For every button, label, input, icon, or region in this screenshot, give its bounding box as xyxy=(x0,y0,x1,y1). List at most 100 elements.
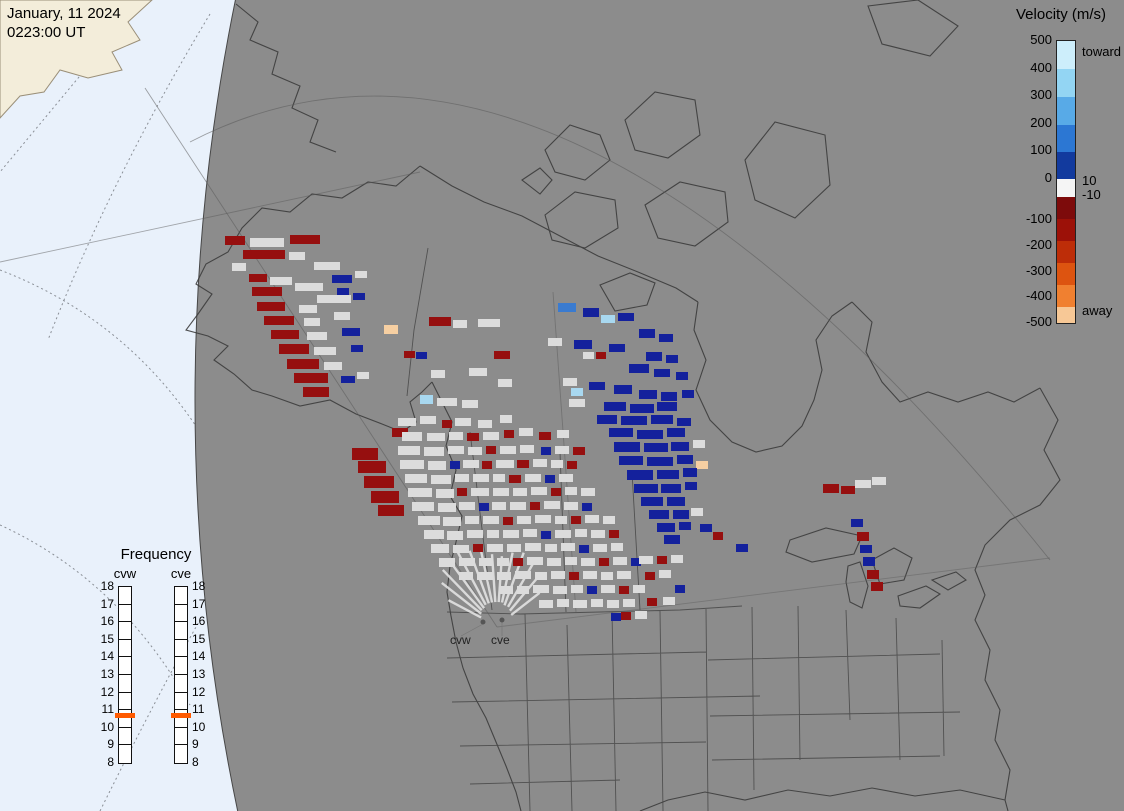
velocity-cell xyxy=(607,600,619,608)
fov-line-upper xyxy=(0,171,421,263)
velocity-cell xyxy=(637,430,663,439)
graticule-line xyxy=(47,13,211,341)
velocity-cell xyxy=(571,516,581,524)
velocity-cell xyxy=(424,447,444,456)
colorbar-segment xyxy=(1057,69,1075,97)
velocity-cell xyxy=(589,382,605,390)
colorbar-tick-label: 100 xyxy=(1030,142,1052,157)
colorbar-tick-label: away xyxy=(1082,303,1113,318)
frequency-tick-label: 16 xyxy=(100,614,114,629)
velocity-cell xyxy=(627,470,653,480)
velocity-cell xyxy=(400,460,424,469)
velocity-cell xyxy=(736,544,748,552)
frequency-tick-label: 14 xyxy=(192,649,206,664)
velocity-cell xyxy=(517,460,529,468)
velocity-cell xyxy=(392,428,408,437)
velocity-cell xyxy=(270,277,292,285)
timestamp-block: January, 11 2024 0223:00 UT xyxy=(7,4,121,42)
velocity-cell xyxy=(634,484,658,493)
velocity-cell xyxy=(573,447,585,455)
velocity-cell xyxy=(604,402,626,411)
velocity-cell xyxy=(496,460,514,468)
velocity-cell xyxy=(555,446,569,454)
velocity-cell xyxy=(351,345,363,352)
velocity-cell xyxy=(609,428,633,437)
borders xyxy=(406,247,961,811)
velocity-cell xyxy=(593,544,607,552)
velocity-cell xyxy=(232,263,246,271)
velocity-cell xyxy=(603,516,615,524)
velocity-cell xyxy=(535,572,547,580)
frequency-scale-cell xyxy=(119,675,131,693)
velocity-cell xyxy=(523,529,537,537)
velocity-cell xyxy=(544,501,560,509)
frequency-tick-label: 14 xyxy=(100,649,114,664)
coastline-gulf xyxy=(639,787,1006,811)
velocity-cell xyxy=(465,516,479,524)
velocity-cell xyxy=(459,572,473,580)
velocity-cell xyxy=(851,519,863,527)
colorbar-tick-label: 200 xyxy=(1030,115,1052,130)
velocity-cell xyxy=(428,461,446,470)
colorbar-segment xyxy=(1057,197,1075,219)
velocity-cells xyxy=(225,235,886,621)
fov-line-right xyxy=(496,557,1051,628)
frequency-scale-cell xyxy=(175,657,187,675)
velocity-cell xyxy=(307,332,327,340)
velocity-cell xyxy=(585,515,599,523)
velocity-cell xyxy=(493,488,509,496)
velocity-cell xyxy=(601,572,613,580)
coastline-alaska xyxy=(185,165,433,433)
frequency-scale-cell xyxy=(175,745,187,763)
velocity-cell xyxy=(651,415,673,424)
frequency-title: Frequency xyxy=(120,546,192,563)
velocity-cell xyxy=(611,613,621,621)
frequency-scale-cell xyxy=(119,710,131,728)
frequency-scale-cell xyxy=(175,622,187,640)
velocity-cell xyxy=(486,446,496,454)
velocity-cell xyxy=(341,376,355,383)
velocity-cell xyxy=(582,503,592,511)
velocity-cell xyxy=(443,517,461,526)
velocity-cell xyxy=(271,330,299,339)
frequency-tick-label: 13 xyxy=(192,667,206,681)
graticule-line xyxy=(0,269,206,441)
date-label: January, 11 2024 xyxy=(7,5,121,22)
velocity-cell xyxy=(510,502,526,510)
velocity-cell xyxy=(609,530,619,538)
colorbar-segment xyxy=(1057,263,1075,285)
frequency-tick-label: 12 xyxy=(192,684,206,699)
velocity-cell xyxy=(533,585,549,593)
frequency-tick-label: 9 xyxy=(192,737,199,752)
velocity-cell xyxy=(479,503,489,511)
velocity-cell xyxy=(671,442,689,451)
velocity-cell xyxy=(677,455,693,464)
velocity-cell xyxy=(453,320,467,328)
velocity-cell xyxy=(455,474,469,482)
velocity-cell xyxy=(693,440,705,448)
velocity-cell xyxy=(252,287,282,296)
frequency-tick-label: 15 xyxy=(192,631,206,646)
velocity-cell xyxy=(583,352,594,359)
velocity-cell xyxy=(525,474,541,482)
velocity-cell xyxy=(503,530,519,538)
graticule-line xyxy=(99,619,201,811)
colorbar-tick-label: 400 xyxy=(1030,60,1052,75)
velocity-cell xyxy=(499,586,513,594)
velocity-cell xyxy=(494,351,510,359)
colorbar-tick-label: 0 xyxy=(1044,170,1052,185)
frequency-scale-cell xyxy=(119,640,131,658)
velocity-cell xyxy=(617,571,631,579)
velocity-cell xyxy=(279,344,309,354)
colorbar-segment xyxy=(1057,219,1075,241)
colorbar-tick-label: toward xyxy=(1082,44,1122,59)
velocity-cell xyxy=(548,338,562,346)
velocity-cell xyxy=(530,502,540,510)
velocity-cell xyxy=(314,347,336,355)
coastline-chukotka xyxy=(235,3,337,153)
colorbar-gradient xyxy=(1056,40,1076,324)
coastline-atlantic xyxy=(974,387,1061,811)
velocity-cell xyxy=(355,271,367,278)
radar-site-label: cvw xyxy=(450,633,471,647)
velocity-cell xyxy=(571,388,583,396)
